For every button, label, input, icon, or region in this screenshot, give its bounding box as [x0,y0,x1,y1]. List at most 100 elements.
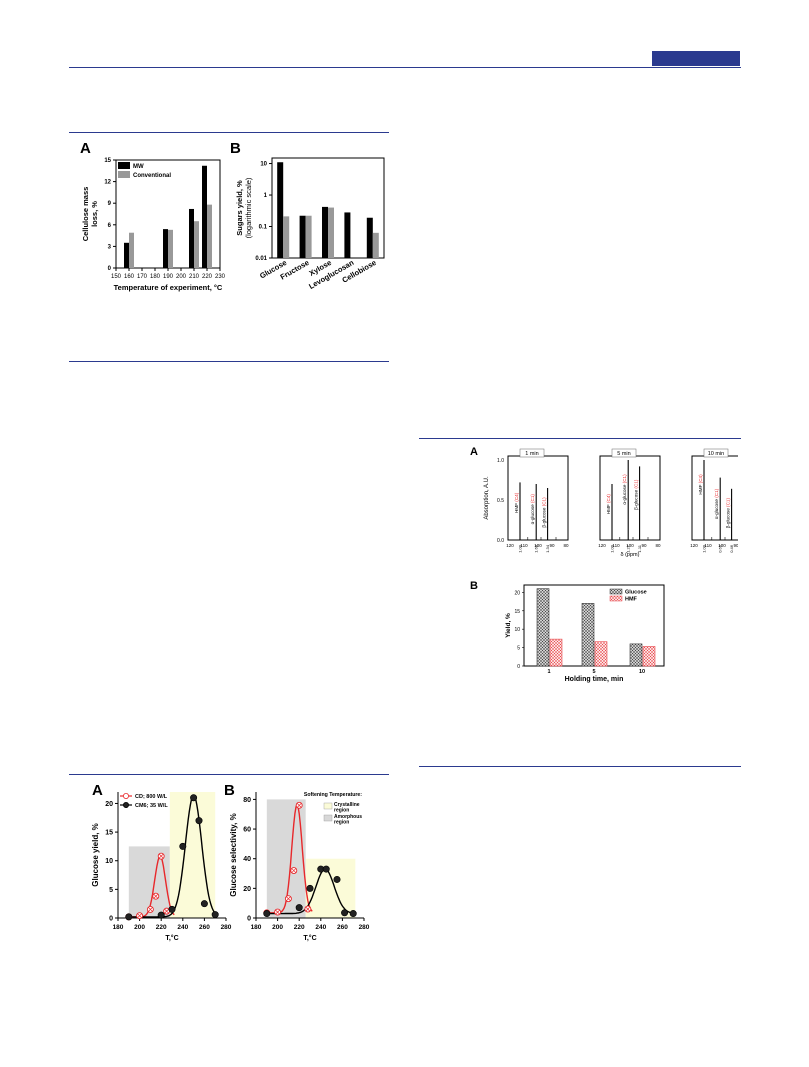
fig3b-legend-item: Crystalline region [334,802,360,814]
fig3a-xtick-label: 220 [156,924,167,931]
fig3-top-rule [69,774,389,775]
fig1b-bar-conventional [328,207,334,258]
fig3b-point-cm6 [349,910,357,918]
fig3a-ylabel: Glucose yield, % [91,823,100,887]
fig3-panel-a-letter: A [92,782,103,799]
fig1a-ytick-label: 6 [108,223,112,229]
fig1a-bar-conventional [129,232,134,268]
fig3a-xtick-label: 180 [113,924,124,931]
fig3a-point-cm6 [190,794,198,802]
fig3b-ytick-label: 0 [247,916,251,923]
fig1a-xtick-label: 170 [137,274,148,280]
fig1b-bar-mw [299,215,306,258]
fig2b-ytick-label: 15 [514,609,520,615]
fig3b-point-cd-mark [305,906,311,912]
fig1a-legend-swatch [118,171,130,178]
fig3a-xtick-label: 200 [134,924,145,931]
fig1a-xtick-label: 150 [111,274,122,280]
nmr-integral: 0.46 [729,544,734,553]
fig2b-legend-swatch [609,588,623,595]
fig2b-xtick-label: 5 [592,669,595,675]
fig1a-bar-conventional [207,204,212,268]
fig3a-point-cm6 [200,900,208,908]
fig2a-ytick-label: 0.0 [497,538,504,544]
fig1a-xtick-label: 200 [176,274,187,280]
fig1a-ytick-label: 0 [108,266,112,272]
fig3b-point-cm6 [333,875,341,883]
fig1a-bar-conventional [194,221,199,268]
fig2b-legend-swatch [609,595,623,602]
fig1b-bar-mw [366,217,373,258]
fig1a-xtick-label: 230 [215,274,226,280]
fig1a-chart: 0 3 6 9 12 15 150 160 170 180 190 200 210 220 230 MW Con… [81,158,226,292]
fig1a-bar-conventional [168,229,173,268]
nmr-peak-label: HMF (C4) [514,492,519,513]
fig3b-point-cm6 [341,909,349,917]
fig2b-legend-label: Glucose [625,590,647,596]
fig1-panel-b-letter: B [230,140,241,157]
fig1b-ytick-label: 0.01 [255,256,267,262]
fig2a-ytick-label: 0.5 [497,498,504,504]
fig2b-xlabel: Holding time, min [565,676,624,683]
nmr-xtick-label: 100 [718,543,726,548]
fig1b-ytick-label: 0.1 [259,225,268,231]
fig1a-bar-mw [124,242,129,268]
fig1b-ylabel: Sugars yield, %(logarithmic scale) [235,177,253,238]
nmr-xtick-label: 100 [626,543,634,548]
nmr-title-box [519,448,545,458]
fig3a-point-cm6 [179,842,187,850]
fig3a-point-cm6 [157,911,165,919]
nmr-panel-title: 10 min [708,451,725,457]
fig1a-ytick-label: 9 [108,201,112,207]
nmr-panel-title: 5 min [617,451,630,457]
fig3a-point-cm6 [168,905,176,913]
nmr-title-box [703,448,729,458]
nmr-xtick-label: 110 [612,543,620,548]
fig2-panel-a-letter: A [470,446,478,458]
fig3a-point-cd-mark [164,908,169,914]
fig3a-legend-marker [123,801,130,808]
nmr-integral: 1.00 [702,544,707,553]
nmr-integral: 1.11 [637,544,642,552]
fig3b-crystalline-region [305,858,356,918]
fig3b-point-cm6 [263,910,271,918]
fig1a-xtick-label: 190 [163,274,174,280]
nmr-peak-label: α-glucose (C1) [530,494,535,525]
fig3a-legend-label: CM6; 35 W/L [135,803,168,809]
fig3b-legend-swatch [323,802,333,810]
fig2a-ylabel: Absorption, A.U. [484,476,490,520]
nmr-peak-label: α-glucose (C1) [622,474,627,505]
fig2b-bar-glucose [629,643,643,667]
fig3a-legend-label: CD; 800 W/L [135,794,168,800]
fig3a-xlabel: T,°C [165,934,178,942]
nmr-integral: 1.34 [545,544,550,553]
fig1a-legend-swatch [118,162,130,169]
fig2b-xtick-label: 1 [547,669,550,675]
fig1a-xlabel: Temperature of experiment, °C [114,283,223,292]
fig1a-ytick-label: 15 [104,158,111,164]
nmr-xtick-label: 120 [690,543,698,548]
fig3a-point-cm6 [195,817,203,825]
nmr-integral: 0.66 [718,544,723,553]
nmr-integral: 1.00 [610,544,615,553]
fig3a-ytick-label: 10 [105,858,113,865]
nmr-peak-label: HMF (C4) [606,494,611,515]
fig3b-point-cd-mark [275,909,280,915]
fig2b-xtick-label: 10 [639,669,645,675]
nmr-xtick-label: 90 [641,543,647,548]
fig3b-point-cm6 [306,884,314,892]
fig2b-bar-glucose [581,603,595,667]
fig3a-ytick-label: 0 [109,916,113,923]
fig1-panel-a-letter: A [80,140,91,157]
nmr-xtick-label: 120 [598,543,606,548]
fig3a-point-cm6 [125,913,133,921]
fig3a-point-cd-mark [148,907,153,912]
nmr-xtick-label: 110 [520,543,528,548]
fig3a-xtick-label: 240 [177,924,188,931]
fig3b-ytick-label: 40 [243,856,251,863]
nmr-peak-label: β-glucose (C1) [634,479,639,510]
nmr-xtick-label: 100 [534,543,542,548]
fig1a-ytick-label: 12 [104,180,111,186]
nmr-xtick-label: 120 [506,543,514,548]
